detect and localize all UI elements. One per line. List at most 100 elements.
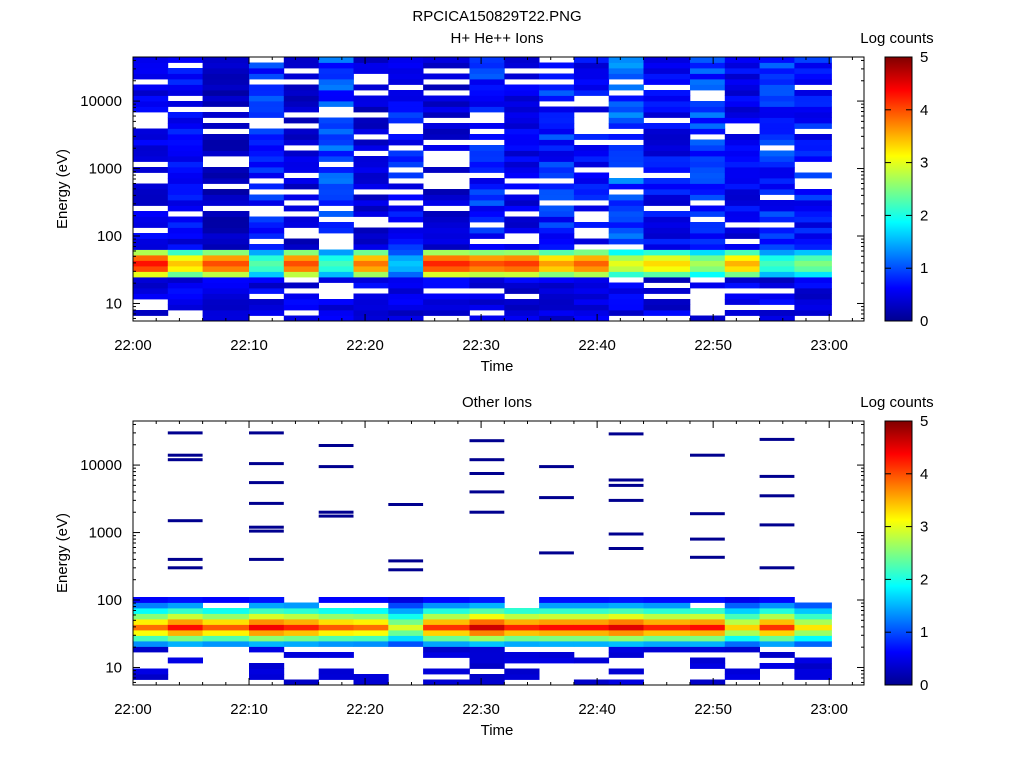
heatmap-cell: [539, 222, 575, 228]
heatmap-cell: [539, 315, 575, 322]
heatmap-cell: [724, 101, 760, 107]
heatmap-cell: [794, 619, 832, 625]
count-line: [249, 557, 284, 561]
heatmap-cell: [608, 602, 644, 609]
heatmap-cell: [759, 172, 795, 179]
y-tick-label: 10000: [80, 457, 122, 474]
heatmap-cell: [202, 597, 250, 603]
heatmap-cell: [202, 635, 250, 642]
heatmap-cell: [167, 293, 203, 300]
heatmap-cell: [724, 271, 760, 278]
heatmap-cell: [133, 90, 169, 96]
heatmap-cell: [794, 117, 832, 124]
heatmap-cell: [690, 167, 726, 173]
heatmap-cell: [133, 167, 169, 173]
count-line: [249, 431, 284, 435]
heatmap-cell: [794, 233, 832, 239]
heatmap-cell: [318, 211, 354, 217]
heatmap-cell: [643, 222, 691, 228]
heatmap-cell: [690, 161, 726, 168]
count-line: [759, 523, 795, 527]
heatmap-cell: [573, 84, 610, 91]
heatmap-cell: [202, 189, 250, 195]
heatmap-cell: [794, 145, 832, 151]
heatmap-cell: [202, 62, 250, 69]
heatmap-cell: [318, 62, 354, 69]
heatmap-cell: [759, 315, 795, 322]
heatmap-cell: [608, 233, 644, 239]
heatmap-cell: [724, 310, 760, 316]
panel-title: H+ He++ Ions: [451, 30, 544, 47]
heatmap-cell: [133, 233, 169, 239]
heatmap-cell: [643, 613, 691, 620]
heatmap-cell: [423, 271, 470, 278]
heatmap-cell: [388, 293, 424, 300]
heatmap-cell: [469, 194, 505, 201]
heatmap-cell: [539, 123, 575, 129]
heatmap-cell: [759, 183, 795, 190]
heatmap-cell: [690, 172, 726, 179]
y-tick-label: 1000: [89, 161, 122, 178]
heatmap-cell: [608, 222, 644, 228]
heatmap-cell: [504, 288, 540, 294]
heatmap-cell: [353, 178, 389, 184]
heatmap-cell: [353, 145, 389, 151]
heatmap-cell: [690, 646, 726, 653]
heatmap-cell: [423, 233, 470, 239]
colorbar-ticks: 0 1 2 3 4 5: [885, 413, 928, 694]
heatmap-cell: [167, 150, 203, 157]
heatmap-cell: [573, 310, 610, 316]
heatmap-cell: [167, 79, 203, 85]
heatmap-cell: [167, 161, 203, 168]
heatmap-cell: [283, 156, 319, 162]
heatmap-cell: [318, 266, 354, 272]
heatmap-cell: [283, 205, 319, 212]
heatmap-cell: [202, 84, 250, 91]
heatmap-cell: [388, 161, 424, 168]
colorbar-tick-label: 2: [920, 207, 928, 224]
heatmap-cell: [794, 156, 832, 162]
count-line: [167, 519, 203, 523]
heatmap-cell: [133, 277, 169, 283]
heatmap-cell: [249, 227, 285, 234]
heatmap-cell: [539, 613, 575, 620]
heatmap-cell: [573, 62, 610, 69]
heatmap-cell: [608, 260, 644, 267]
heatmap-cell: [318, 249, 354, 256]
heatmap-cell: [423, 73, 470, 80]
heatmap-cell: [573, 79, 610, 85]
heatmap-cell: [423, 608, 470, 614]
heatmap-cell: [318, 635, 354, 642]
heatmap-cell: [469, 216, 505, 223]
heatmap-cell: [469, 597, 505, 603]
heatmap-cell: [469, 123, 505, 129]
heatmap-cell: [608, 112, 644, 118]
heatmap-cell: [353, 161, 389, 168]
heatmap-cell: [794, 211, 832, 217]
heatmap-cell: [539, 266, 575, 272]
x-tick-label: 23:00: [810, 701, 848, 718]
heatmap-cell: [643, 238, 691, 245]
heatmap-cell: [167, 233, 203, 239]
heatmap-cell: [469, 134, 505, 140]
heatmap-cell: [202, 613, 250, 620]
heatmap-cell: [283, 167, 319, 173]
heatmap-cell: [283, 183, 319, 190]
heatmap-cell: [283, 150, 319, 157]
heatmap-cell: [283, 260, 319, 267]
heatmap-cell: [249, 200, 285, 206]
heatmap-cell: [573, 293, 610, 300]
heatmap-cell: [504, 255, 540, 261]
heatmap-cell: [167, 282, 203, 289]
heatmap-cell: [167, 304, 203, 311]
figure-title: RPCICA150829T22.PNG: [412, 8, 581, 25]
heatmap-cell: [423, 613, 470, 620]
heatmap-cell: [724, 172, 760, 179]
heatmap-cell: [283, 95, 319, 102]
heatmap-cell: [318, 227, 354, 234]
heatmap-cell: [318, 189, 354, 195]
heatmap-cell: [643, 73, 691, 80]
count-line: [608, 498, 644, 502]
heatmap-cell: [539, 619, 575, 625]
heatmap-cell: [167, 277, 203, 283]
